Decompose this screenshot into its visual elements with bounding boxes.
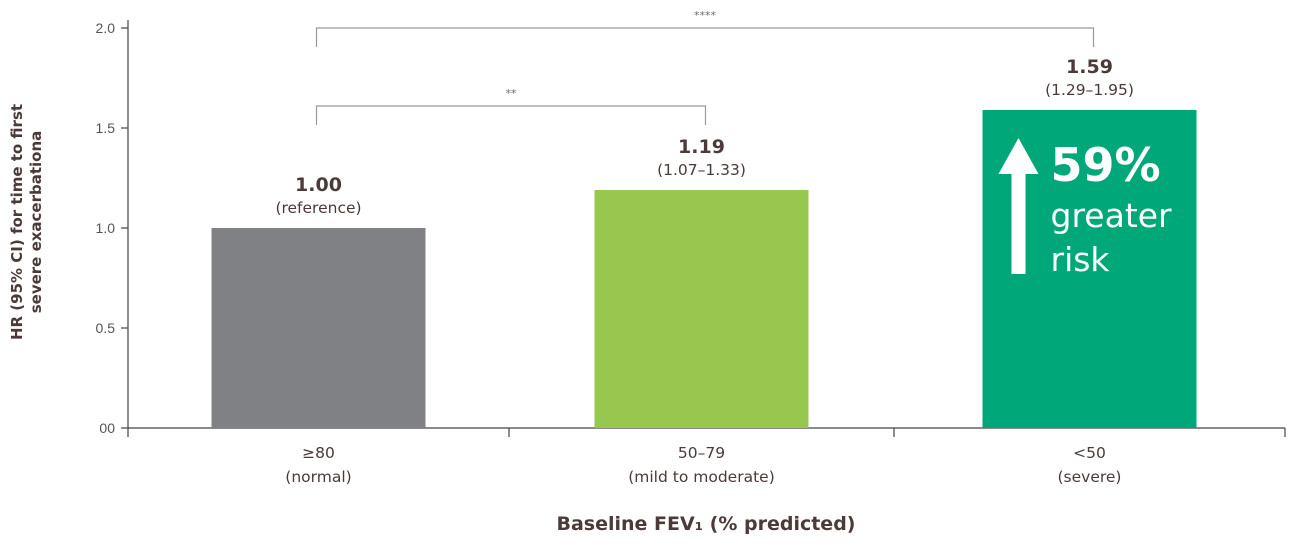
significance-bracket [315,27,1095,47]
significance-label: ** [506,87,518,100]
x-category-label: 50–79 [678,444,725,462]
y-tick-label: 1.0 [96,220,116,236]
bar-ci-label: (1.29–1.95) [1045,81,1134,99]
y-axis-title-line: severe exacerbationa [27,131,45,314]
y-axis-title-line: HR (95% CI) for time to first [8,104,26,340]
y-tick-label: 0.5 [96,320,116,336]
bar-ci-label: (reference) [275,199,361,217]
y-tick-label: 1.5 [96,120,116,136]
bar-value-label: 1.19 [678,136,725,158]
y-axis-title: HR (95% CI) for time to first severe exac… [8,104,45,340]
bar-value-label: 1.00 [295,174,342,196]
x-axis-title: Baseline FEV₁ (% predicted) [557,513,856,535]
y-tick-label: 00 [99,420,115,436]
callout-line1: greater [1051,196,1173,235]
x-category-sublabel: (severe) [1058,468,1122,486]
bar-ci-label: (1.07–1.33) [657,161,746,179]
callout-percent: 59% [1051,138,1161,192]
up-arrow-icon [998,138,1039,274]
x-category-sublabel: (normal) [285,468,351,486]
significance-label: **** [694,9,717,22]
x-category-label: <50 [1073,444,1106,462]
x-category-sublabel: (mild to moderate) [628,468,775,486]
callout-line2: risk [1051,240,1111,279]
bar-2 [594,190,809,428]
significance-bracket [315,105,707,125]
x-category-label: ≥80 [302,444,335,462]
bar-value-label: 1.59 [1066,56,1113,78]
y-tick-label: 2.0 [96,20,116,36]
bar-1 [211,228,426,428]
